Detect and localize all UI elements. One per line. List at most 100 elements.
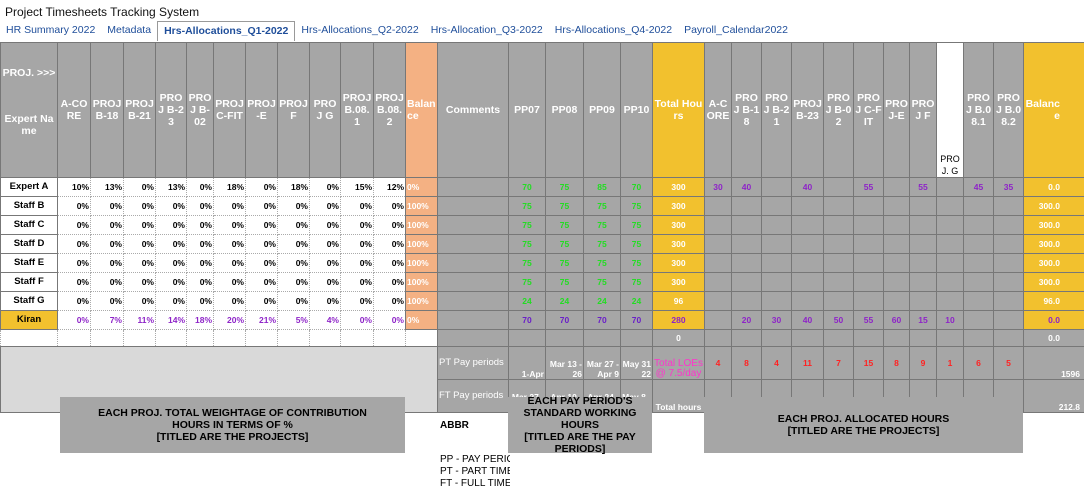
abbr-item: PP - PAY PERIOD [440, 454, 510, 465]
alloc-cell [791, 196, 824, 216]
sheet-tab[interactable]: Metadata [107, 24, 152, 36]
pct-cell: 0% [373, 215, 406, 235]
cell [155, 329, 187, 347]
pct-cell: 0% [373, 234, 406, 254]
note-line: EACH PROJ. ALLOCATED HOURS [777, 413, 950, 425]
pp-cell: 75 [545, 253, 584, 273]
pct-cell: 18% [277, 177, 310, 197]
total-cell: Total LOEs @ 7.5/day [652, 346, 705, 380]
cell [853, 329, 884, 347]
balance-cell: 300.0 [1023, 253, 1084, 273]
header-cell: PP07 [508, 42, 546, 178]
pp-cell: 75 [620, 234, 653, 254]
header-cell: PROJ G [309, 42, 341, 178]
pct-cell: 13% [155, 177, 187, 197]
pct-cell: 0% [309, 177, 341, 197]
pp-cell: 75 [508, 234, 546, 254]
pp-cell: 24 [508, 291, 546, 311]
expert-name: Staff C [0, 215, 58, 235]
cell [309, 329, 341, 347]
pp-cell: 85 [583, 177, 621, 197]
alloc-cell [909, 196, 937, 216]
pct-cell: 0% [90, 291, 124, 311]
pct-cell: 0% [123, 196, 156, 216]
note-line: [TITLED ARE THE PROJECTS] [156, 431, 309, 443]
pct-cell: 0% [186, 196, 214, 216]
pp-cell: 75 [508, 215, 546, 235]
total-cell: 300 [652, 196, 705, 216]
pct-cell: 0% [155, 291, 187, 311]
pct-cell: 0% [213, 272, 246, 292]
header-cell: PROJ. G [936, 42, 964, 178]
cell [90, 329, 124, 347]
pct-cell: 0% [57, 253, 91, 273]
period-cell: Mar 27 - Apr 9 [583, 346, 621, 380]
alloc-cell: 30 [704, 177, 732, 197]
cell [123, 329, 156, 347]
alloc-cell: 45 [963, 177, 994, 197]
cell [761, 329, 792, 347]
sheet-tab[interactable]: Hrs-Allocations_Q2-2022 [301, 24, 419, 36]
pct-cell: 0% [405, 310, 438, 330]
total-cell: 300 [652, 253, 705, 273]
sheet-tab[interactable]: Hrs-Allocations_Q4-2022 [554, 24, 673, 36]
total-cell: 300 [652, 215, 705, 235]
pct-cell: 0% [155, 234, 187, 254]
sheet-tab[interactable]: Hrs-Allocation_Q3-2022 [430, 24, 543, 36]
pp-cell: 75 [508, 253, 546, 273]
alloc-cell: 15 [853, 346, 884, 380]
pct-cell: 0% [213, 215, 246, 235]
alloc-cell [963, 253, 994, 273]
alloc-cell: 20 [731, 310, 762, 330]
alloc-cell: 40 [731, 177, 762, 197]
empty-row: 0 0.0 [0, 329, 1084, 347]
abbr-item: PT - PART TIME [440, 466, 510, 477]
alloc-cell [936, 177, 964, 197]
alloc-cell [823, 215, 854, 235]
header-cell: PROJ C-FIT [213, 42, 246, 178]
cell [545, 329, 584, 347]
alloc-cell: 10 [936, 310, 964, 330]
header-cell: PROJ B.08.2 [993, 42, 1024, 178]
pct-cell: 100% [405, 253, 438, 273]
total-cell: 0 [652, 329, 705, 347]
alloc-cell [909, 272, 937, 292]
cell [883, 329, 910, 347]
alloc-cell [963, 234, 994, 254]
pct-cell: 0% [309, 272, 341, 292]
alloc-cell [704, 253, 732, 273]
alloc-cell: 50 [823, 310, 854, 330]
alloc-cell [731, 272, 762, 292]
sheet-tab[interactable]: Payroll_Calendar2022 [684, 24, 788, 36]
alloc-cell [963, 291, 994, 311]
alloc-cell [791, 253, 824, 273]
pct-cell: 21% [245, 310, 278, 330]
balance-cell: 300.0 [1023, 272, 1084, 292]
alloc-cell [936, 234, 964, 254]
pct-cell: 0% [405, 177, 438, 197]
pct-cell: 4% [309, 310, 341, 330]
header-cell: PROJ B.08.1 [340, 42, 374, 178]
alloc-cell [936, 291, 964, 311]
pct-cell: 0% [186, 177, 214, 197]
header-text: Expert Name [4, 113, 54, 137]
alloc-cell [963, 310, 994, 330]
pct-cell: 0% [57, 234, 91, 254]
pct-cell: 100% [405, 272, 438, 292]
alloc-cell [853, 272, 884, 292]
comment-cell [437, 234, 509, 254]
pct-cell: 0% [213, 196, 246, 216]
header-cell: PROJ B.08.1 [963, 42, 994, 178]
pct-cell: 0% [123, 177, 156, 197]
pct-cell: 0% [90, 215, 124, 235]
row-label: FT Pay periods [437, 379, 509, 413]
pp-cell: 75 [620, 253, 653, 273]
pp-cell: 70 [583, 310, 621, 330]
sheet-tab[interactable]: Hrs-Allocations_Q1-2022 [157, 21, 296, 41]
sheet-tab[interactable]: HR Summary 2022 [6, 24, 96, 36]
pp-cell: 75 [545, 215, 584, 235]
pp-cell: 75 [583, 234, 621, 254]
pct-cell: 0% [245, 253, 278, 273]
header-cell: Total Hours [652, 42, 705, 178]
expert-name: Expert A [0, 177, 58, 197]
